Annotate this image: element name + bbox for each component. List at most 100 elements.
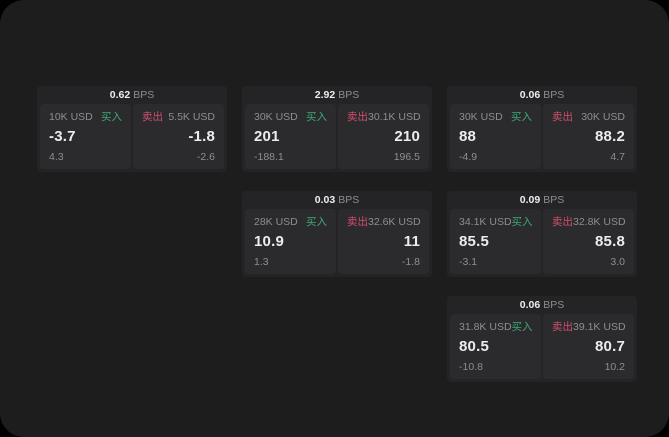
- sell-sub-value: 3.0: [610, 256, 625, 268]
- spread-value: 0.09: [519, 194, 541, 206]
- sell-panel-top: 卖出 30K USD: [552, 111, 625, 123]
- buy-panel[interactable]: 28K USD 买入 10.9 1.3: [245, 209, 336, 274]
- buy-panel-top: 10K USD 买入: [49, 111, 122, 123]
- sell-amount: 5.5K USD: [168, 111, 215, 123]
- quote-card: 2.92 BPS 30K USD 买入 201 -188.1 卖出 30.1K U…: [242, 86, 432, 172]
- sell-price: 80.7: [595, 338, 625, 355]
- sell-amount: 32.6K USD: [368, 216, 421, 228]
- spread-header: 0.06 BPS: [447, 86, 637, 104]
- buy-amount: 28K USD: [254, 216, 298, 228]
- quote-card: 0.06 BPS 30K USD 买入 88 -4.9 卖出 30K USD 88…: [447, 86, 637, 172]
- sell-sub-value: 196.5: [393, 151, 420, 163]
- buy-amount: 30K USD: [459, 111, 503, 123]
- sell-sub-value: 4.7: [610, 151, 625, 163]
- sell-sub-value: 10.2: [604, 361, 625, 373]
- quote-card: 0.06 BPS 31.8K USD 买入 80.5 -10.8 卖出 39.1K…: [447, 296, 637, 382]
- spread-unit-label: BPS: [338, 89, 360, 101]
- quote-panels: 28K USD 买入 10.9 1.3 卖出 32.6K USD 11 -1.8: [245, 209, 429, 274]
- spread-value: 2.92: [314, 89, 336, 101]
- spread-value: 0.06: [519, 299, 541, 311]
- buy-label: 买入: [511, 216, 533, 228]
- buy-price: 201: [254, 128, 280, 145]
- sell-panel-top: 卖出 32.8K USD: [552, 216, 626, 228]
- sell-panel[interactable]: 卖出 32.8K USD 85.8 3.0: [543, 209, 634, 274]
- quote-panels: 31.8K USD 买入 80.5 -10.8 卖出 39.1K USD 80.…: [450, 314, 634, 379]
- quote-card: 0.62 BPS 10K USD 买入 -3.7 4.3 卖出 5.5K USD …: [37, 86, 227, 172]
- sell-amount: 30.1K USD: [368, 111, 421, 123]
- sell-panel[interactable]: 卖出 30K USD 88.2 4.7: [543, 104, 634, 169]
- sell-label: 卖出: [552, 216, 573, 228]
- buy-panel-top: 30K USD 买入: [254, 111, 327, 123]
- buy-panel-top: 34.1K USD 买入: [459, 216, 533, 228]
- sell-price: 11: [403, 233, 420, 250]
- sell-label: 卖出: [552, 111, 573, 123]
- buy-panel-top: 30K USD 买入: [459, 111, 532, 123]
- buy-panel-top: 28K USD 买入: [254, 216, 327, 228]
- spread-header: 2.92 BPS: [242, 86, 432, 104]
- sell-label: 卖出: [552, 321, 573, 333]
- quote-panels: 30K USD 买入 88 -4.9 卖出 30K USD 88.2 4.7: [450, 104, 634, 169]
- buy-amount: 30K USD: [254, 111, 298, 123]
- spread-header: 0.03 BPS: [242, 191, 432, 209]
- spread-value: 0.06: [519, 89, 541, 101]
- buy-sub-value: 4.3: [49, 151, 64, 163]
- buy-panel[interactable]: 30K USD 买入 201 -188.1: [245, 104, 336, 169]
- buy-amount: 31.8K USD: [459, 321, 512, 333]
- sell-panel-top: 卖出 39.1K USD: [552, 321, 626, 333]
- buy-price: 85.5: [459, 233, 489, 250]
- sell-amount: 32.8K USD: [573, 216, 626, 228]
- buy-price: 10.9: [254, 233, 284, 250]
- spread-unit-label: BPS: [338, 194, 360, 206]
- buy-panel[interactable]: 30K USD 买入 88 -4.9: [450, 104, 541, 169]
- buy-sub-value: -4.9: [459, 151, 478, 163]
- sell-label: 卖出: [142, 111, 163, 123]
- sell-panel[interactable]: 卖出 32.6K USD 11 -1.8: [338, 209, 429, 274]
- buy-sub-value: 1.3: [254, 256, 269, 268]
- quote-card: 0.09 BPS 34.1K USD 买入 85.5 -3.1 卖出 32.8K …: [447, 191, 637, 277]
- spread-unit-label: BPS: [543, 194, 565, 206]
- quote-card: 0.03 BPS 28K USD 买入 10.9 1.3 卖出 32.6K USD…: [242, 191, 432, 277]
- sell-panel-top: 卖出 30.1K USD: [347, 111, 421, 123]
- buy-panel[interactable]: 31.8K USD 买入 80.5 -10.8: [450, 314, 541, 379]
- spread-header: 0.06 BPS: [447, 296, 637, 314]
- buy-price: -3.7: [49, 128, 76, 145]
- sell-amount: 39.1K USD: [573, 321, 626, 333]
- sell-label: 卖出: [347, 111, 368, 123]
- sell-price: 210: [394, 128, 420, 145]
- buy-price: 80.5: [459, 338, 489, 355]
- quote-panels: 30K USD 买入 201 -188.1 卖出 30.1K USD 210 1…: [245, 104, 429, 169]
- sell-price: 85.8: [595, 233, 625, 250]
- spread-header: 0.62 BPS: [37, 86, 227, 104]
- quote-panels: 34.1K USD 买入 85.5 -3.1 卖出 32.8K USD 85.8…: [450, 209, 634, 274]
- buy-panel[interactable]: 34.1K USD 买入 85.5 -3.1: [450, 209, 541, 274]
- buy-sub-value: -188.1: [254, 151, 284, 163]
- buy-label: 买入: [306, 111, 327, 123]
- quote-panels: 10K USD 买入 -3.7 4.3 卖出 5.5K USD -1.8 -2.…: [40, 104, 224, 169]
- sell-price: -1.8: [188, 128, 215, 145]
- buy-panel[interactable]: 10K USD 买入 -3.7 4.3: [40, 104, 131, 169]
- spread-value: 0.03: [314, 194, 336, 206]
- buy-label: 买入: [306, 216, 327, 228]
- buy-price: 88: [459, 128, 477, 145]
- buy-label: 买入: [101, 111, 122, 123]
- buy-sub-value: -10.8: [459, 361, 483, 373]
- sell-amount: 30K USD: [581, 111, 625, 123]
- sell-sub-value: -2.6: [196, 151, 215, 163]
- sell-panel[interactable]: 卖出 30.1K USD 210 196.5: [338, 104, 429, 169]
- spread-unit-label: BPS: [543, 299, 565, 311]
- sell-panel-top: 卖出 32.6K USD: [347, 216, 421, 228]
- buy-label: 买入: [511, 321, 533, 333]
- buy-panel-top: 31.8K USD 买入: [459, 321, 533, 333]
- sell-panel[interactable]: 卖出 39.1K USD 80.7 10.2: [543, 314, 634, 379]
- sell-panel-top: 卖出 5.5K USD: [142, 111, 215, 123]
- buy-amount: 10K USD: [49, 111, 93, 123]
- spread-unit-label: BPS: [543, 89, 565, 101]
- sell-panel[interactable]: 卖出 5.5K USD -1.8 -2.6: [133, 104, 224, 169]
- buy-sub-value: -3.1: [459, 256, 478, 268]
- spread-header: 0.09 BPS: [447, 191, 637, 209]
- spread-value: 0.62: [109, 89, 131, 101]
- buy-amount: 34.1K USD: [459, 216, 512, 228]
- sell-sub-value: -1.8: [401, 256, 420, 268]
- sell-label: 卖出: [347, 216, 368, 228]
